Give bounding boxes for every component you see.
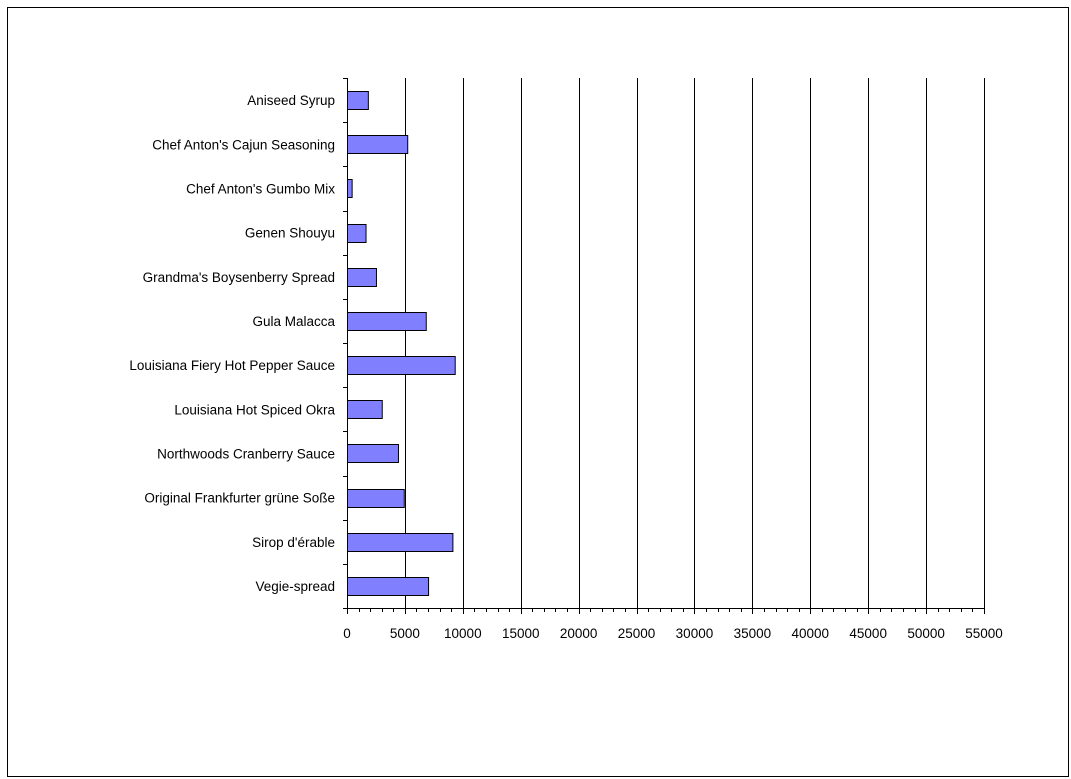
bar xyxy=(347,489,405,508)
bar xyxy=(347,224,367,243)
category-label: Grandma's Boysenberry Spread xyxy=(143,270,335,285)
bar xyxy=(347,312,427,331)
bar xyxy=(347,135,409,154)
x-tick-label: 45000 xyxy=(849,626,887,641)
x-tick-label: 20000 xyxy=(560,626,598,641)
category-label: Original Frankfurter grüne Soße xyxy=(144,491,335,506)
x-tick-label: 50000 xyxy=(907,626,945,641)
bar xyxy=(347,444,399,463)
x-tick-label: 55000 xyxy=(965,626,1003,641)
bar xyxy=(347,533,454,552)
category-label: Northwoods Cranberry Sauce xyxy=(157,446,335,461)
category-label: Vegie-spread xyxy=(255,579,335,594)
x-tick-label: 5000 xyxy=(390,626,420,641)
category-label: Chef Anton's Cajun Seasoning xyxy=(152,137,335,152)
bar xyxy=(347,91,369,110)
category-label: Louisiana Fiery Hot Pepper Sauce xyxy=(129,358,335,373)
bar xyxy=(347,577,430,596)
category-label: Louisiana Hot Spiced Okra xyxy=(174,402,335,417)
bar xyxy=(347,268,377,287)
bar xyxy=(347,400,383,419)
x-tick-label: 25000 xyxy=(618,626,656,641)
x-tick-label: 10000 xyxy=(444,626,482,641)
bar xyxy=(347,179,353,198)
x-tick-label: 30000 xyxy=(676,626,714,641)
chart-frame xyxy=(7,7,1069,777)
category-label: Genen Shouyu xyxy=(245,226,335,241)
x-tick-label: 35000 xyxy=(734,626,772,641)
bar xyxy=(347,356,456,375)
category-label: Chef Anton's Gumbo Mix xyxy=(186,181,335,196)
x-tick-label: 40000 xyxy=(791,626,829,641)
x-tick-label: 15000 xyxy=(502,626,540,641)
category-label: Aniseed Syrup xyxy=(247,93,335,108)
category-label: Gula Malacca xyxy=(252,314,335,329)
x-tick-label: 0 xyxy=(343,626,351,641)
category-label: Sirop d'érable xyxy=(252,535,335,550)
